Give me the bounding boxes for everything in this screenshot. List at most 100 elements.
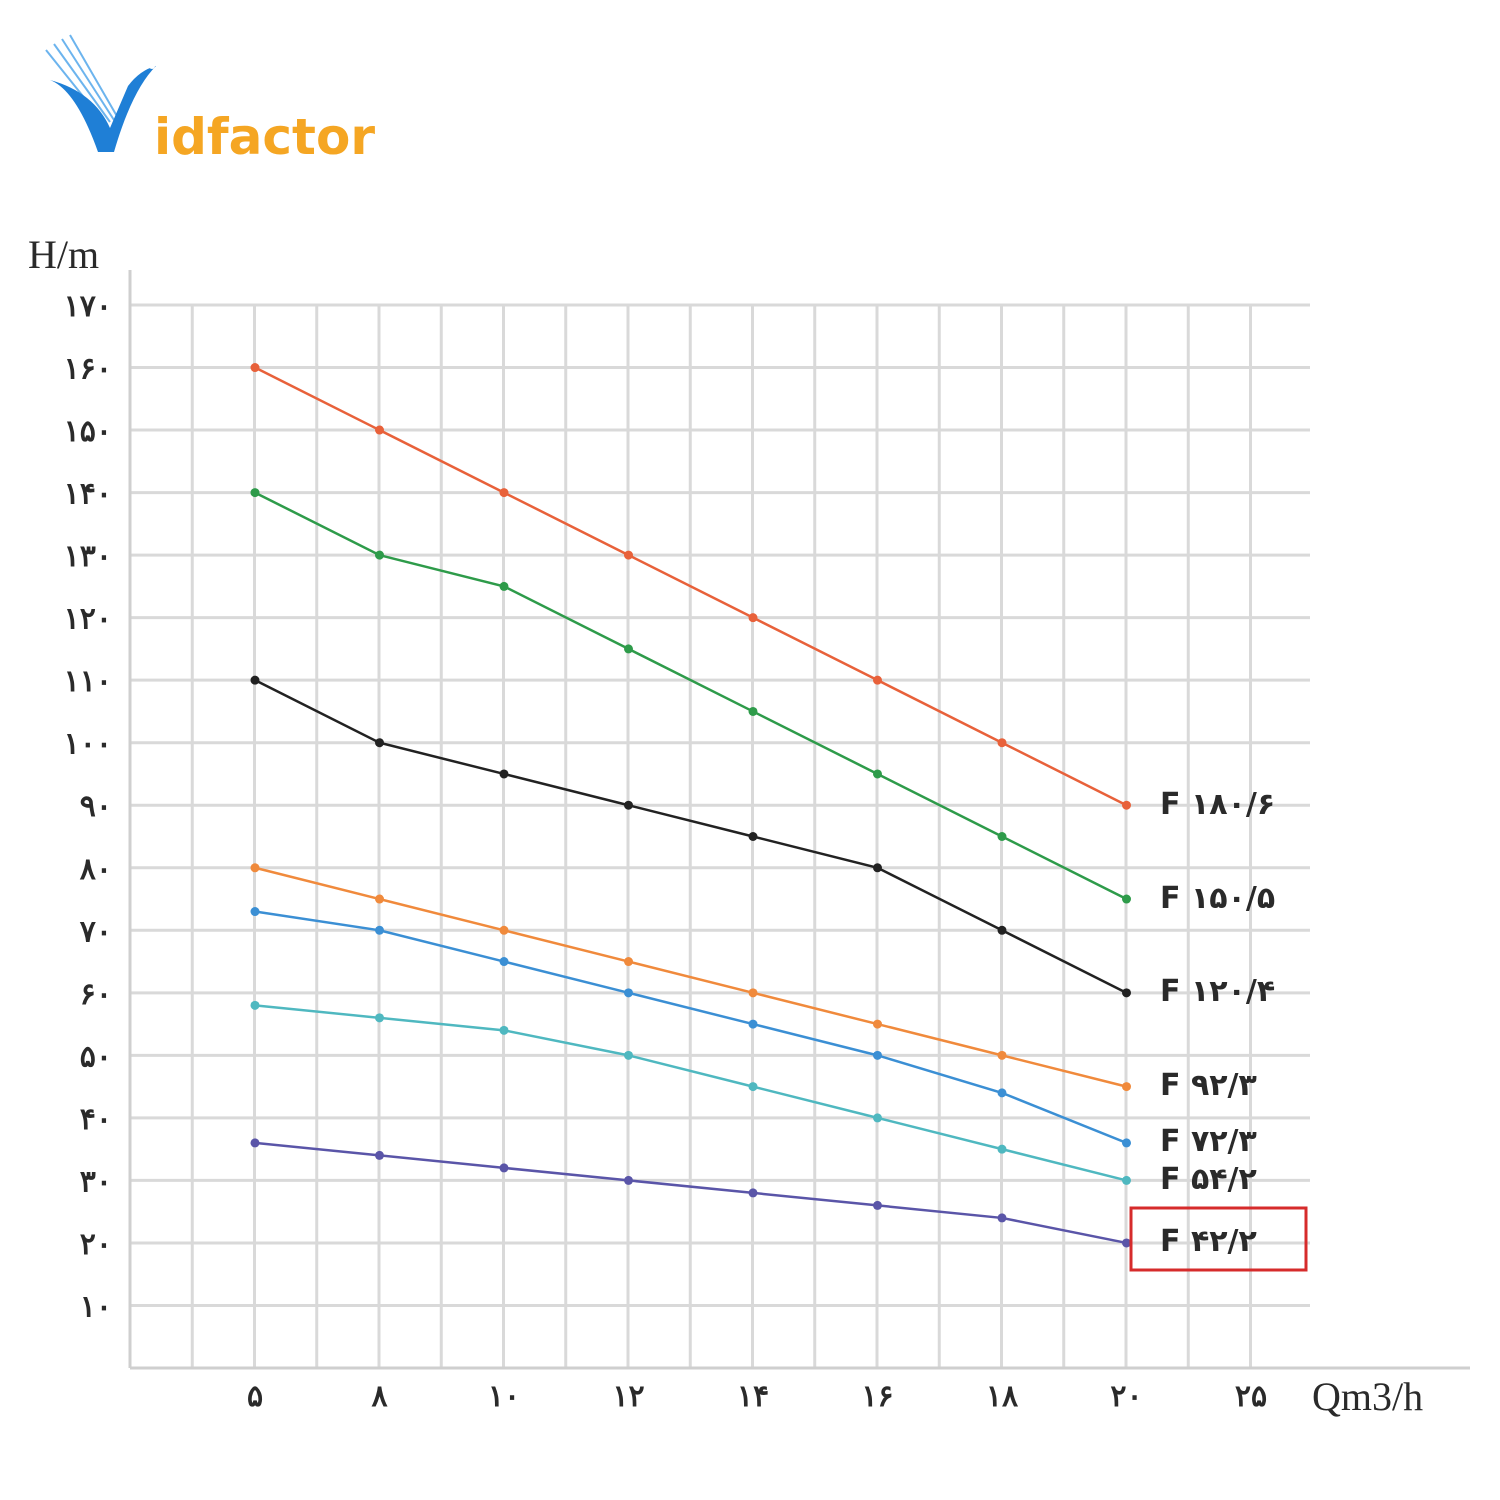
y-tick-label: ۱۳۰ (64, 539, 112, 574)
y-tick-label: ۱۴۰ (64, 477, 112, 512)
series-point (375, 425, 384, 435)
series-point (748, 613, 758, 623)
series-point (1122, 894, 1131, 904)
series-point (1122, 1238, 1131, 1248)
x-tick-label: ۲۵ (1235, 1379, 1267, 1414)
series-line (254, 491, 1128, 901)
logo-text: idfactor (154, 108, 375, 166)
y-tick-label: ۱۰ (80, 1289, 112, 1324)
series-point (624, 800, 633, 810)
series-point (748, 706, 758, 716)
y-tick-label: ۵۰ (80, 1039, 112, 1074)
series-point (250, 1138, 260, 1148)
series-point (873, 863, 882, 873)
series-point (375, 550, 384, 560)
chart-series (250, 363, 1131, 1248)
series-point (499, 488, 509, 498)
series-point (499, 1025, 509, 1035)
y-tick-label: ۲۰ (80, 1227, 112, 1262)
y-tick-label: ۶۰ (80, 977, 112, 1012)
series-point (748, 1188, 758, 1198)
x-tick-label: ۱۴ (737, 1379, 769, 1414)
x-tick-label: ۲۰ (1110, 1379, 1142, 1414)
y-axis-title: H/m (28, 232, 99, 277)
y-tick-label: ۷۰ (80, 914, 112, 949)
series-point (375, 738, 384, 748)
x-axis-ticks: ۵ ۸ ۱۰ ۱۲ ۱۴ ۱۶ ۱۸ ۲۰ ۲۵ (247, 1379, 1267, 1414)
series-point (624, 550, 633, 560)
series-point (1122, 988, 1131, 998)
series-point (624, 1175, 633, 1185)
series-labels: F ۱۸۰/۶ F ۱۵۰/۵ F ۱۲۰/۴ F ۹۲/۳ F ۷۲/۳F ۵۴/۲ F… (1160, 787, 1275, 1259)
series-point (997, 1144, 1007, 1154)
series-line (254, 366, 1128, 807)
series-point (375, 1150, 384, 1160)
series-name: F ۱۲۰/۴ (1160, 974, 1275, 1009)
series-point (1122, 1138, 1131, 1148)
series-point (997, 738, 1007, 748)
x-tick-label: ۱۲ (612, 1379, 644, 1414)
x-tick-label: ۱۶ (861, 1379, 893, 1414)
series-point (748, 1082, 758, 1092)
y-tick-label: ۹۰ (80, 789, 112, 824)
x-tick-label: ۵ (247, 1379, 263, 1414)
series-name: F ۷۲/۳ (1160, 1124, 1257, 1159)
series-line (254, 1004, 1127, 1182)
y-tick-label: ۳۰ (80, 1164, 112, 1199)
series-point (1122, 800, 1131, 810)
series-point (250, 863, 260, 873)
series-point (873, 675, 882, 685)
series-point (873, 769, 882, 779)
y-axis-ticks: ۱۰ ۲۰ ۳۰ ۴۰ ۵۰ ۶۰ ۷۰ ۸۰ ۹۰ ۱۰۰ ۱۱۰ ۱۲۰ ۱۳۰ ۱۴۰ ۱۵۰ ۱۶۰ ۱… (64, 289, 112, 1324)
y-tick-label: ۱۵۰ (64, 414, 112, 449)
series-point (375, 1013, 384, 1023)
series-point (499, 769, 509, 779)
series-point (1122, 1082, 1131, 1092)
series-point (250, 363, 260, 373)
series-line (254, 910, 1127, 1145)
series-point (748, 1019, 758, 1029)
y-tick-label: ۱۰۰ (64, 727, 112, 762)
series-point (873, 1113, 882, 1123)
highlight-box (1129, 1206, 1308, 1272)
series-point (250, 1000, 260, 1010)
series-line (254, 866, 1127, 1088)
series-point (997, 832, 1007, 841)
series-point (499, 957, 509, 967)
chart-grid (128, 270, 1470, 1370)
series-point (375, 925, 384, 935)
series-point (624, 644, 633, 654)
series-point (499, 925, 509, 935)
vidfactor-logo: idfactor (45, 34, 375, 166)
series-line (254, 679, 1128, 994)
x-tick-label: ۸ (371, 1379, 388, 1414)
series-point (997, 1050, 1007, 1060)
y-tick-label: ۴۰ (80, 1102, 112, 1137)
series-point (873, 1200, 882, 1210)
y-tick-label: ۱۶۰ (64, 352, 112, 387)
series-name: F ۴۲/۲ (1160, 1224, 1257, 1259)
y-tick-label: ۱۷۰ (64, 289, 112, 324)
y-tick-label: ۱۱۰ (64, 664, 112, 699)
series-line (254, 1141, 1127, 1245)
x-tick-label: ۱۰ (488, 1379, 520, 1414)
series-point (624, 1050, 633, 1060)
series-point (997, 925, 1007, 935)
series-name: F ۱۸۰/۶ (1160, 787, 1275, 822)
x-axis-title: Qm3/h (1312, 1374, 1423, 1419)
bird-feather-icon (45, 34, 156, 152)
series-name: F ۱۵۰/۵ (1160, 881, 1275, 916)
series-point (748, 832, 758, 841)
series-point (624, 988, 633, 998)
y-tick-label: ۱۲۰ (64, 602, 112, 637)
series-point (250, 675, 260, 685)
series-point (250, 907, 260, 917)
series-point (499, 1163, 509, 1173)
series-point (1122, 1175, 1131, 1185)
series-point (250, 488, 260, 498)
series-name: F ۹۲/۳ (1160, 1068, 1257, 1103)
x-tick-label: ۱۸ (986, 1379, 1019, 1414)
series-point (748, 988, 758, 998)
series-point (499, 581, 509, 591)
